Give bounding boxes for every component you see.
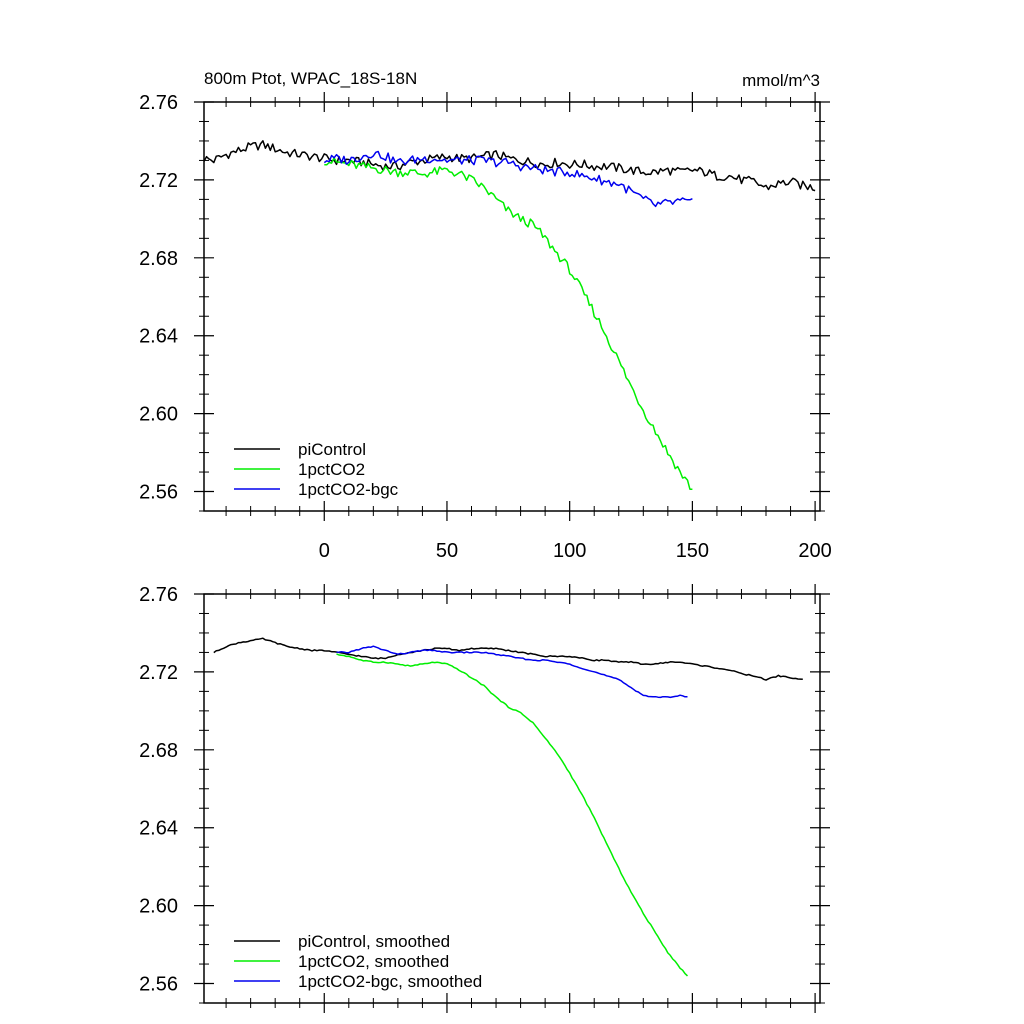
bottom-chart-legend-label-1pctco2-bgc-smoothed: 1pctCO2-bgc, smoothed — [298, 972, 482, 991]
top-chart-y-tick-label: 2.72 — [139, 170, 178, 192]
top-chart-y-tick-labels: 2.56 2.60 2.64 2.68 2.72 2.76 — [139, 92, 178, 504]
top-chart-series-line-picontrol — [203, 140, 816, 192]
top-chart-x-tick-labels: 0 50 100 150 200 — [319, 540, 832, 562]
bottom-chart-y-tick-label: 2.56 — [139, 974, 178, 996]
bottom-chart-y-tick-labels: 2.56 2.60 2.64 2.68 2.72 2.76 — [139, 584, 178, 996]
top-chart-series-line-1pctco2 — [324, 157, 693, 490]
top-chart-series-line-1pctco2-bgc — [323, 150, 693, 208]
top-chart-y-tick-label: 2.60 — [139, 404, 178, 426]
top-chart-x-tick-label: 200 — [798, 540, 831, 562]
top-chart-y-tick-label: 2.56 — [139, 482, 178, 504]
bottom-chart-legend-label-picontrol-smoothed: piControl, smoothed — [298, 932, 450, 951]
top-chart-x-tick-label: 100 — [553, 540, 586, 562]
bottom-chart-series — [213, 637, 803, 977]
bottom-chart-y-tick-label: 2.68 — [139, 740, 178, 762]
bottom-chart-y-tick-label: 2.64 — [139, 818, 178, 840]
bottom-chart-ticks — [194, 584, 830, 1013]
top-chart-x-tick-label: 150 — [676, 540, 709, 562]
bottom-chart-frame — [203, 593, 821, 1004]
top-chart-y-tick-label: 2.68 — [139, 248, 178, 270]
bottom-chart-y-tick-label: 2.76 — [139, 584, 178, 606]
top-chart-frame — [203, 101, 821, 512]
top-chart-panel: 800m Ptot, WPAC_18S-18N mmol/m^3 0 50 100 1… — [139, 69, 832, 562]
bottom-chart-series-line-picontrol-smoothed — [213, 637, 803, 681]
top-chart-y-tick-label: 2.64 — [139, 326, 178, 348]
top-chart-series — [203, 140, 816, 490]
top-chart-legend-label-1pctco2-bgc: 1pctCO2-bgc — [298, 480, 399, 499]
bottom-chart-y-tick-label: 2.60 — [139, 896, 178, 918]
bottom-chart-series-line-1pctco2-bgc-smoothed — [336, 645, 688, 699]
top-chart-ticks — [194, 92, 830, 521]
top-chart-legend-label-picontrol: piControl — [298, 440, 366, 459]
bottom-chart-y-tick-label: 2.72 — [139, 662, 178, 684]
top-chart-title: 800m Ptot, WPAC_18S-18N — [204, 69, 417, 88]
top-chart-legend-label-1pctco2: 1pctCO2 — [298, 460, 365, 479]
bottom-chart-series-line-1pctco2-smoothed — [336, 653, 689, 977]
bottom-chart-panel: 2.56 2.60 2.64 2.68 2.72 2.76 piControl, smoo… — [139, 584, 830, 1013]
bottom-chart-legend-label-1pctco2-smoothed: 1pctCO2, smoothed — [298, 952, 449, 971]
top-chart-x-tick-label: 50 — [436, 540, 458, 562]
top-chart-y-tick-label: 2.76 — [139, 92, 178, 114]
top-chart-units: mmol/m^3 — [742, 71, 820, 90]
top-chart-x-tick-label: 0 — [319, 540, 330, 562]
